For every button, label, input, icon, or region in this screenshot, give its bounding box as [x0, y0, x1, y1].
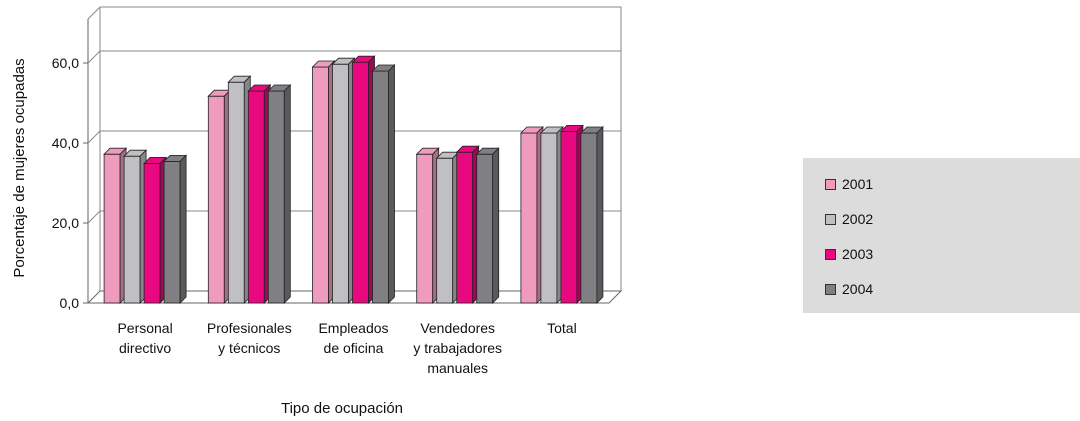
bar: [247, 84, 272, 304]
legend-label: 2003: [842, 246, 874, 262]
bar-front: [163, 160, 181, 304]
bar: [331, 57, 356, 304]
bar-front: [476, 153, 494, 304]
bar: [143, 156, 168, 304]
bar-front: [436, 157, 454, 304]
bars: [103, 55, 604, 304]
legend-label: 2004: [842, 281, 874, 297]
x-category-label: Vendedores y trabajadores manuales: [413, 320, 502, 376]
bar-front: [103, 153, 121, 304]
x-category-label-line: y técnicos: [218, 340, 280, 356]
bar: [123, 149, 148, 304]
y-axis-title: Porcentaje de mujeres ocupadas: [11, 58, 28, 277]
x-category-label: Empleados de oficina: [318, 320, 388, 356]
legend-item: 2002: [825, 210, 873, 228]
x-category-label: Personal directivo: [117, 320, 172, 356]
x-category-label-line: Empleados: [318, 320, 388, 336]
plot-back-wall: [87, 6, 622, 291]
y-tick-label: 0,0: [60, 295, 80, 311]
x-category-label-line: directivo: [119, 340, 171, 356]
legend-item: 2004: [825, 280, 873, 298]
bar: [559, 124, 584, 304]
gridline-diagonal: [87, 130, 101, 144]
bar-side: [283, 84, 291, 304]
bar: [455, 145, 480, 304]
x-category-label-line: Total: [547, 320, 577, 336]
bar-front: [143, 162, 161, 304]
legend-swatch: [825, 283, 836, 295]
bar-side: [388, 64, 395, 304]
y-axis-ticks: 0,0 20,0 40,0 60,0: [52, 55, 88, 311]
legend: 2001 2002 2003 2004: [803, 158, 1080, 313]
x-category-label-line: manuales: [427, 360, 488, 376]
bar-front: [207, 95, 225, 304]
x-category-label: Total: [547, 320, 577, 336]
x-category-label-line: Vendedores: [420, 320, 495, 336]
bar: [163, 154, 188, 304]
x-axis-title: Tipo de ocupación: [281, 400, 403, 417]
y-tick-label: 60,0: [52, 55, 79, 71]
bar-front: [332, 63, 349, 304]
y-tick-label: 20,0: [52, 215, 79, 231]
bar-front: [560, 130, 578, 304]
bar-front: [267, 90, 285, 304]
bar-front: [123, 155, 141, 304]
x-axis-categories: Personal directivo Profesionales y técnicos…: [117, 320, 576, 376]
bar-front: [416, 153, 434, 304]
bar-front: [520, 132, 538, 304]
bar-side: [179, 154, 187, 304]
bar: [371, 64, 396, 304]
bar-chart: 0,0 20,0 40,0 60,0 Personal directivo Profesi…: [11, 6, 623, 417]
legend-swatch: [825, 213, 836, 225]
bar: [103, 147, 128, 304]
bar-front: [580, 132, 598, 304]
bar-side: [596, 126, 604, 304]
legend-item: 2003: [825, 245, 873, 263]
bar: [311, 60, 336, 304]
bar-front: [372, 70, 389, 304]
bar: [475, 147, 500, 304]
bar-front: [312, 66, 329, 304]
legend-label: 2001: [842, 176, 874, 192]
bar-front: [352, 61, 369, 304]
bar: [415, 147, 440, 304]
legend-item: 2001: [825, 175, 873, 193]
bar: [539, 126, 564, 304]
legend-swatch: [825, 248, 836, 260]
legend-swatch: [825, 178, 836, 190]
legend-label: 2002: [842, 211, 874, 227]
bar: [519, 126, 544, 304]
x-category-label-line: y trabajadores: [413, 340, 502, 356]
x-category-label-line: Personal: [117, 320, 172, 336]
x-category-label-line: Profesionales: [207, 320, 292, 336]
bar: [351, 55, 376, 304]
bar: [227, 75, 252, 304]
bar-front: [456, 151, 474, 304]
bar: [579, 126, 604, 304]
x-category-label: Profesionales y técnicos: [207, 320, 292, 356]
bar-front: [227, 81, 245, 304]
y-tick-label: 40,0: [52, 135, 79, 151]
x-category-label-line: de oficina: [324, 340, 384, 356]
bar-front: [540, 132, 558, 304]
bar: [435, 151, 460, 304]
bar: [267, 84, 292, 304]
gridline-diagonal: [87, 210, 101, 224]
bar-side: [492, 147, 500, 304]
bar-front: [247, 90, 265, 304]
bar: [207, 89, 232, 304]
gridline-diagonal: [87, 50, 101, 64]
